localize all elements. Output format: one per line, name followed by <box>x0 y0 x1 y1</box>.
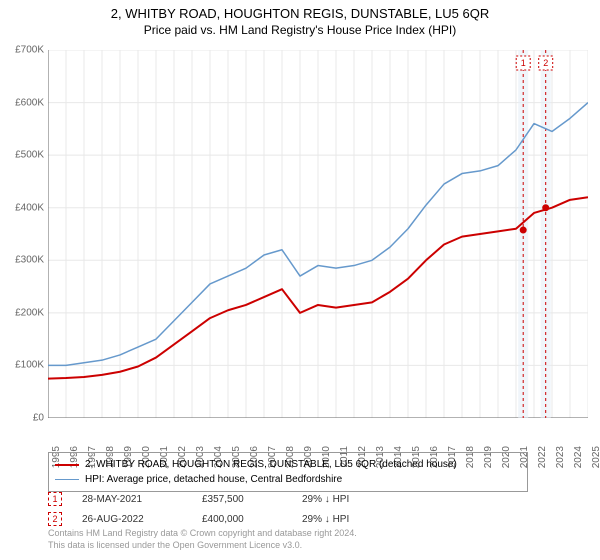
sale-row: 1 28-MAY-2021 £357,500 29% ↓ HPI <box>48 492 568 506</box>
legend-swatch-2 <box>55 479 79 481</box>
legend-label-2: HPI: Average price, detached house, Cent… <box>85 472 342 487</box>
legend-swatch-1 <box>55 464 79 466</box>
legend: 2, WHITBY ROAD, HOUGHTON REGIS, DUNSTABL… <box>48 452 528 492</box>
sale-hpi: 29% ↓ HPI <box>302 514 402 525</box>
y-tick-label: £500K <box>15 150 44 161</box>
sale-records: 1 28-MAY-2021 £357,500 29% ↓ HPI 2 26-AU… <box>48 492 568 532</box>
x-axis-labels: 1995199619971998199920002001200220032004… <box>48 418 588 448</box>
sale-date: 28-MAY-2021 <box>82 494 182 505</box>
sale-date: 26-AUG-2022 <box>82 514 182 525</box>
x-tick-label: 2024 <box>573 446 584 468</box>
y-tick-label: £700K <box>15 45 44 56</box>
legend-row: HPI: Average price, detached house, Cent… <box>55 472 521 487</box>
svg-text:2: 2 <box>543 58 548 68</box>
plot-svg: 12 <box>48 50 588 418</box>
sale-price: £400,000 <box>202 514 282 525</box>
svg-text:1: 1 <box>521 58 526 68</box>
footer: Contains HM Land Registry data © Crown c… <box>48 528 357 551</box>
y-tick-label: £200K <box>15 307 44 318</box>
chart-container: 2, WHITBY ROAD, HOUGHTON REGIS, DUNSTABL… <box>0 0 600 560</box>
y-tick-label: £100K <box>15 360 44 371</box>
plot-area: 12 <box>48 50 588 418</box>
legend-row: 2, WHITBY ROAD, HOUGHTON REGIS, DUNSTABL… <box>55 457 521 472</box>
sale-marker-2: 2 <box>48 512 62 526</box>
x-tick-label: 2025 <box>591 446 600 468</box>
y-tick-label: £400K <box>15 202 44 213</box>
x-tick-label: 2023 <box>555 446 566 468</box>
sale-marker-1: 1 <box>48 492 62 506</box>
sale-hpi: 29% ↓ HPI <box>302 494 402 505</box>
y-tick-label: £0 <box>33 413 44 424</box>
x-tick-label: 2022 <box>537 446 548 468</box>
sale-price: £357,500 <box>202 494 282 505</box>
sale-row: 2 26-AUG-2022 £400,000 29% ↓ HPI <box>48 512 568 526</box>
footer-line1: Contains HM Land Registry data © Crown c… <box>48 528 357 540</box>
legend-label-1: 2, WHITBY ROAD, HOUGHTON REGIS, DUNSTABL… <box>85 457 457 472</box>
chart-title: 2, WHITBY ROAD, HOUGHTON REGIS, DUNSTABL… <box>0 0 600 37</box>
y-tick-label: £600K <box>15 97 44 108</box>
title-line1: 2, WHITBY ROAD, HOUGHTON REGIS, DUNSTABL… <box>0 6 600 21</box>
y-tick-label: £300K <box>15 255 44 266</box>
y-axis-labels: £0£100K£200K£300K£400K£500K£600K£700K <box>0 50 46 418</box>
title-line2: Price paid vs. HM Land Registry's House … <box>0 23 600 37</box>
footer-line2: This data is licensed under the Open Gov… <box>48 540 357 552</box>
